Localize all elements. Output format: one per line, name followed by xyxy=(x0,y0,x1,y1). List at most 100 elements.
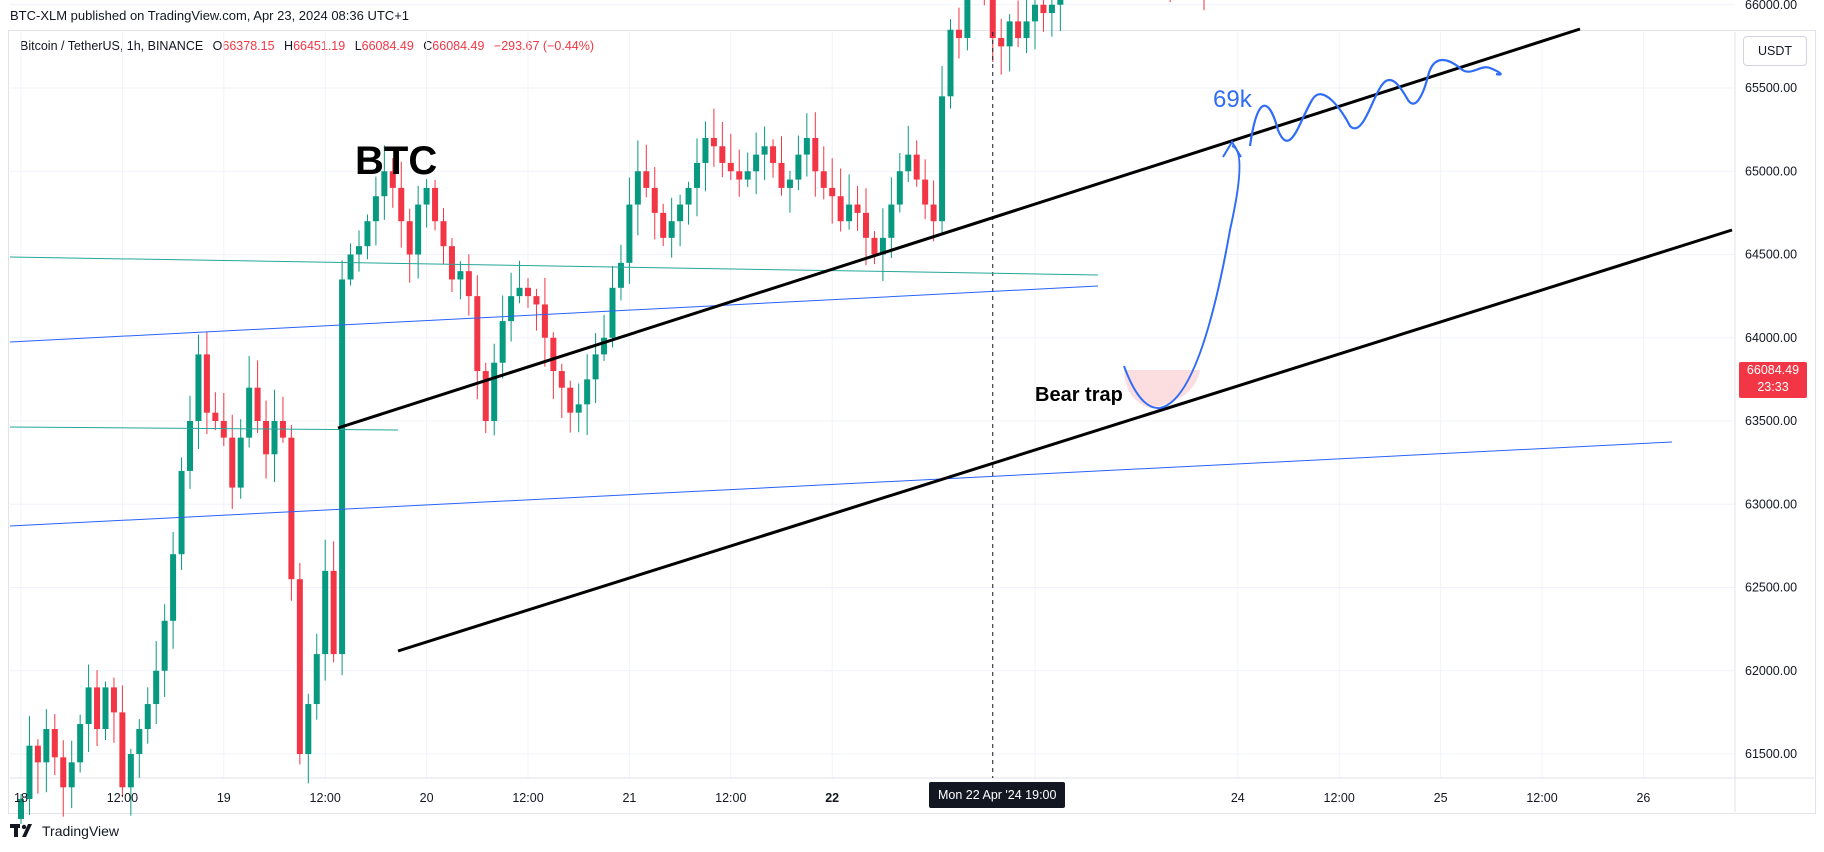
candle-down xyxy=(651,187,658,213)
annotation-target: 69k xyxy=(1213,86,1253,113)
candle-down xyxy=(778,162,785,188)
candle-down xyxy=(203,354,210,413)
candle-up xyxy=(584,379,591,405)
candle-up xyxy=(415,204,422,255)
candle-down xyxy=(770,146,777,163)
x-tick-label: 25 xyxy=(1434,791,1448,805)
candle-up xyxy=(85,687,92,725)
candle-down xyxy=(558,371,565,388)
candle-down xyxy=(330,570,337,655)
annotation-bear-trap: Bear trap xyxy=(1035,384,1123,406)
candle-down xyxy=(229,437,236,488)
tradingview-logo-icon xyxy=(10,824,32,837)
x-tick-label: 26 xyxy=(1636,791,1650,805)
candle-down xyxy=(448,246,455,280)
annotation-title: BTC xyxy=(355,139,437,183)
legend-high-label: H xyxy=(284,39,294,53)
x-tick-label: 12:00 xyxy=(1526,791,1557,805)
candle-up xyxy=(381,171,388,197)
y-tick-label: 64000.00 xyxy=(1745,331,1797,345)
last-price-value: 66084.49 xyxy=(1746,363,1800,377)
candle-down xyxy=(389,171,396,188)
legend-symbol: Bitcoin / TetherUS, 1h, BINANCE xyxy=(20,39,204,53)
candle-down xyxy=(1015,21,1022,39)
x-tick-label: 12:00 xyxy=(512,791,543,805)
y-tick-label: 65000.00 xyxy=(1745,164,1797,178)
candle-up xyxy=(102,687,109,730)
candle-up xyxy=(322,570,329,655)
candle-up xyxy=(702,137,709,163)
candle-up xyxy=(905,154,912,172)
chart-legend: Bitcoin / TetherUS, 1h, BINANCE O66378.1… xyxy=(20,39,594,53)
candle-down xyxy=(998,38,1005,47)
x-tick-label: 12:00 xyxy=(715,791,746,805)
candle-down xyxy=(525,287,531,297)
candle-up xyxy=(1006,21,1013,47)
x-tick-label: 22 xyxy=(825,791,839,805)
candle-up xyxy=(601,337,608,355)
candle-up xyxy=(694,162,700,188)
candle-down xyxy=(871,237,878,255)
candle-down xyxy=(812,137,819,172)
projection-wave xyxy=(1248,58,1502,147)
candle-up xyxy=(964,0,971,39)
legend-close-label: C xyxy=(423,39,433,53)
candle-up xyxy=(339,279,346,655)
currency-selector[interactable]: USDT xyxy=(1743,36,1807,66)
candle-down xyxy=(288,437,295,580)
legend-open-value: 66378.15 xyxy=(222,39,275,53)
candle-up xyxy=(634,171,641,205)
candle-up xyxy=(491,362,498,421)
candle-up xyxy=(170,554,177,621)
candle-up xyxy=(795,154,802,180)
candle-up xyxy=(195,354,202,421)
legend-close-value: 66084.49 xyxy=(432,39,485,53)
candle-up xyxy=(1032,4,1038,22)
candle-down xyxy=(660,212,667,238)
candle-down xyxy=(567,387,574,413)
candle-up xyxy=(617,262,624,288)
candle-up xyxy=(1057,0,1064,5)
candle-down xyxy=(643,171,650,188)
candle-up xyxy=(575,404,582,413)
x-tick-label: 20 xyxy=(420,791,434,805)
candle-down xyxy=(533,296,540,305)
legend-high-value: 66451.19 xyxy=(293,39,346,53)
candle-up xyxy=(43,729,50,763)
channel-upper-line xyxy=(337,27,1581,430)
x-tick-label: 12:00 xyxy=(107,791,138,805)
candle-up xyxy=(626,204,633,263)
candle-down xyxy=(930,204,937,222)
candle-up xyxy=(508,296,515,322)
candle-up xyxy=(609,287,616,338)
candle-down xyxy=(220,421,227,438)
candle-down xyxy=(829,187,836,197)
channel-lower-line xyxy=(397,228,1733,653)
candle-down xyxy=(541,304,548,338)
candle-down xyxy=(820,171,827,188)
projection-arrow-icon xyxy=(1222,140,1242,158)
x-tick-label: 24 xyxy=(1231,791,1245,805)
candle-down xyxy=(212,412,219,421)
candle-up xyxy=(888,204,895,238)
candle-up xyxy=(356,246,362,255)
x-tick-label: 21 xyxy=(622,791,636,805)
candle-up xyxy=(753,154,760,172)
candles xyxy=(18,0,1205,824)
candle-down xyxy=(736,171,743,180)
candle-up xyxy=(677,204,684,222)
legend-open-label: O xyxy=(212,39,223,53)
candle-up xyxy=(136,729,143,754)
candle-down xyxy=(465,271,472,297)
y-tick-label: 62500.00 xyxy=(1745,581,1797,595)
legend-low-label: L xyxy=(354,39,362,53)
candle-down xyxy=(854,204,861,213)
candle-down xyxy=(34,745,41,763)
x-tick-label: 19 xyxy=(217,791,231,805)
candle-up xyxy=(896,171,903,205)
bar-countdown: 23:33 xyxy=(1757,380,1789,394)
candle-up xyxy=(947,29,954,97)
candle-up xyxy=(68,762,75,788)
candle-down xyxy=(263,421,270,455)
